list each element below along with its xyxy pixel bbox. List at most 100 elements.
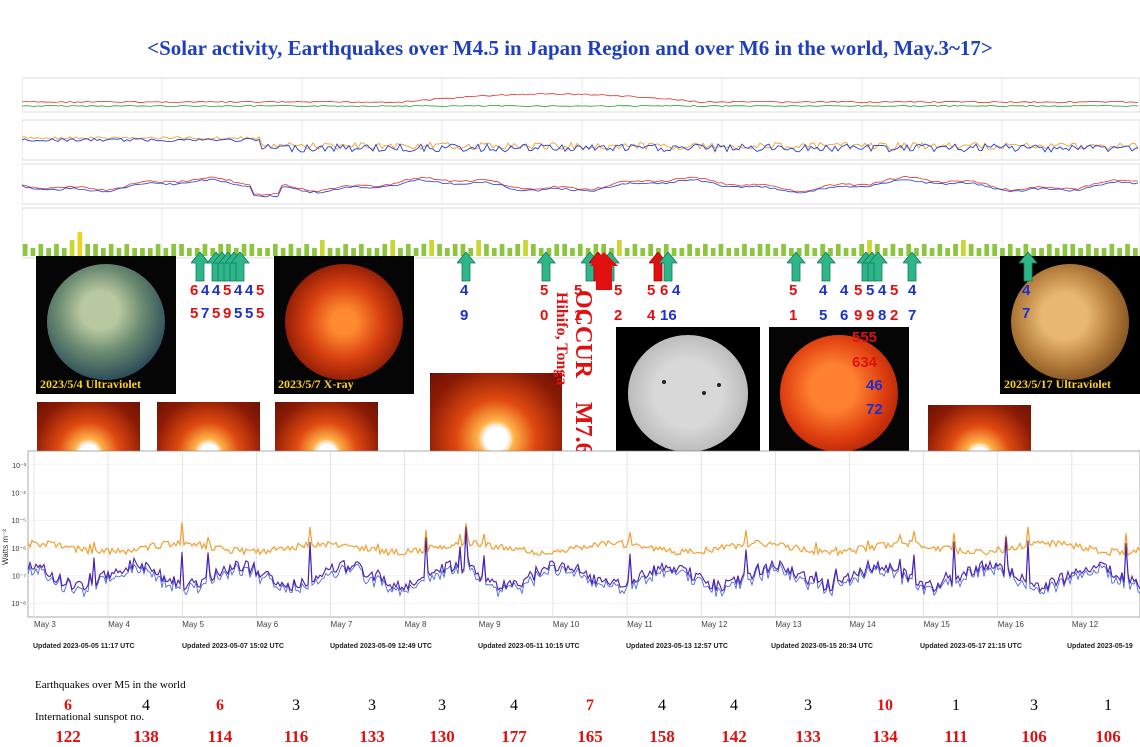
kp-bar: [914, 248, 919, 256]
earthquake-count: 4: [142, 697, 150, 714]
kp-bar: [671, 248, 677, 256]
quake-label: 4: [1022, 282, 1031, 299]
kp-bar: [523, 240, 528, 256]
quake-label: 5: [647, 282, 656, 299]
updated-label: Updated 2023-05-19: [1067, 643, 1133, 650]
sunspot-number: 158: [649, 727, 675, 746]
kp-bar: [288, 244, 294, 256]
kp-bar: [210, 248, 216, 256]
kp-bar: [124, 244, 130, 256]
kp-bar: [1000, 248, 1005, 256]
kp-bar: [1047, 244, 1052, 256]
kp-bar: [710, 248, 716, 256]
sun-disc-sunspot-0512: [627, 335, 749, 453]
top-panel-frame: [22, 119, 1140, 161]
kp-bar: [546, 248, 552, 256]
quake-label: 6: [660, 282, 669, 299]
sunspot-number: 130: [429, 727, 455, 746]
green-arrow-icon: [231, 252, 250, 282]
green-arrow-icon: [457, 252, 476, 282]
kp-bar: [1117, 248, 1122, 256]
kp-bar: [695, 248, 700, 256]
kp-bar: [445, 248, 450, 256]
quake-label: 7: [201, 305, 210, 322]
kp-bar: [179, 244, 184, 256]
kp-bar: [38, 244, 44, 256]
quake-label: 4: [212, 282, 221, 299]
quake-label: 5: [223, 282, 232, 299]
photo-uv-0517: 2023/5/17 Ultraviolet: [1000, 256, 1140, 394]
quake-label: 4: [819, 282, 828, 299]
kp-bar: [562, 244, 567, 256]
quake-label: 16: [660, 307, 677, 324]
earthquake-count: 4: [658, 697, 666, 714]
earthquake-count: 6: [216, 697, 224, 714]
kp-bar: [593, 244, 599, 256]
quake-label: 4: [201, 282, 210, 299]
kp-bar: [531, 244, 536, 256]
kp-bar: [679, 248, 685, 256]
kp-bar: [241, 244, 247, 256]
sunspot-number: 106: [1021, 727, 1047, 746]
green-arrow-icon: [817, 252, 836, 282]
kp-bar: [116, 248, 122, 256]
kp-bar: [976, 248, 982, 256]
kp-bar: [108, 244, 114, 256]
sun-disc-uv-0504: [47, 264, 165, 381]
kp-bar: [265, 248, 270, 256]
kp-bar: [202, 244, 208, 256]
quake-label: 7: [908, 307, 917, 324]
kp-bar: [648, 244, 653, 256]
kp-bar: [1078, 248, 1083, 256]
kp-bar: [187, 248, 192, 256]
xray-x-label: May 11: [627, 620, 653, 629]
kp-bar: [421, 244, 427, 256]
kp-bar: [1125, 244, 1130, 256]
green-arrow-icon: [659, 252, 678, 282]
quake-label: 4: [908, 282, 917, 299]
kp-bar: [1133, 248, 1138, 256]
kp-bar: [1039, 248, 1044, 256]
sunspot-number: 138: [133, 727, 159, 746]
kp-bar: [687, 244, 692, 256]
sunspot-number: 165: [577, 727, 603, 746]
kp-bar: [359, 244, 364, 256]
xray-x-label: May 14: [849, 620, 876, 629]
xray-ylabel: Watts m⁻²: [1, 529, 10, 565]
quake-label: 6: [840, 307, 849, 324]
xray-flux-chart: 10⁻³ 10⁻⁴ 10⁻⁵ 10⁻⁶ 10⁻⁷ 10⁻⁸ Watts m⁻² May 3 Ma…: [1, 450, 1140, 629]
kp-bar: [781, 244, 786, 256]
kp-bar: [69, 240, 75, 256]
top-panel-frame: [22, 77, 1140, 113]
kp-bar: [554, 244, 560, 256]
kp-bar: [898, 248, 904, 256]
quake-label: 0: [540, 307, 549, 324]
kp-bar: [226, 244, 231, 256]
kp-bar: [953, 244, 958, 256]
kp-bar: [366, 248, 372, 256]
xray-x-label: May 15: [924, 620, 951, 629]
kp-bar: [1070, 244, 1076, 256]
kp-bar: [843, 248, 849, 256]
kp-bar: [789, 248, 794, 256]
kp-bar: [327, 248, 333, 256]
kp-bar: [319, 240, 325, 256]
updated-label: Updated 2023-05-17 21:15 UTC: [920, 643, 1022, 650]
xray-x-label: May 8: [405, 620, 427, 629]
xray-x-label: May 7: [331, 620, 353, 629]
kp-bar: [820, 244, 825, 256]
sunspot-row-label: International sunspot no.: [35, 711, 145, 723]
quake-label: 5: [614, 282, 623, 299]
kp-bar: [945, 248, 950, 256]
page-title: <Solar activity, Earthquakes over M4.5 i…: [147, 36, 993, 60]
quake-label: 5: [234, 305, 243, 322]
kp-bar: [1023, 244, 1029, 256]
kp-bar: [398, 248, 403, 256]
earthquakes-row-label: Earthquakes over M5 in the world: [35, 679, 186, 691]
kp-bar: [577, 244, 583, 256]
xray-x-label: May 16: [998, 620, 1025, 629]
kp-bar: [101, 248, 106, 256]
quake-label: 9: [460, 307, 469, 324]
quake-label: 5: [890, 282, 899, 299]
quake-label: 9: [866, 307, 875, 324]
